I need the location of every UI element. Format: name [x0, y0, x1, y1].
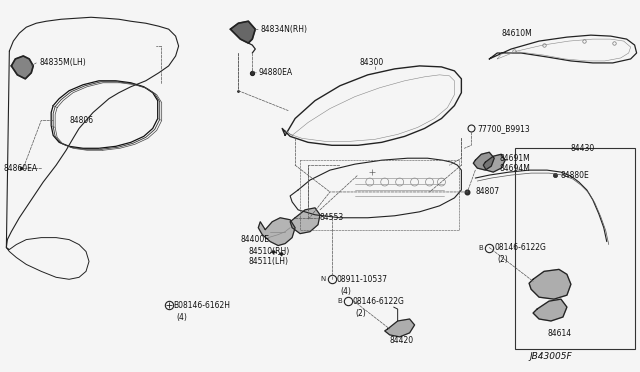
Polygon shape — [12, 56, 33, 79]
Text: B: B — [337, 298, 342, 304]
Text: 84835M(LH): 84835M(LH) — [39, 58, 86, 67]
Polygon shape — [533, 299, 567, 321]
Text: 84614: 84614 — [547, 329, 571, 339]
Polygon shape — [385, 319, 415, 337]
Text: 84807: 84807 — [476, 187, 499, 196]
Text: JB43005F: JB43005F — [529, 352, 572, 361]
Text: 84880E: 84880E — [561, 171, 589, 180]
Text: 84694M: 84694M — [499, 164, 530, 173]
Text: 84834N(RH): 84834N(RH) — [260, 25, 307, 34]
Text: 08146-6122G: 08146-6122G — [353, 296, 404, 306]
Polygon shape — [259, 218, 295, 246]
Text: 77700_B9913: 77700_B9913 — [477, 124, 530, 133]
Polygon shape — [290, 208, 320, 234]
Text: 84430: 84430 — [571, 144, 595, 153]
Bar — [515, 148, 635, 349]
Text: (2): (2) — [497, 255, 508, 264]
Text: 84610M: 84610M — [501, 29, 532, 38]
Text: 84806: 84806 — [69, 116, 93, 125]
Text: B08146-6162H: B08146-6162H — [173, 301, 230, 310]
Polygon shape — [483, 154, 505, 172]
Text: 84400E: 84400E — [241, 235, 269, 244]
Text: 08911-10537: 08911-10537 — [337, 275, 388, 284]
Text: (4): (4) — [340, 287, 351, 296]
Text: (2): (2) — [356, 308, 367, 318]
Text: 84300: 84300 — [360, 58, 384, 67]
Text: (4): (4) — [177, 312, 188, 321]
Text: 84511(LH): 84511(LH) — [248, 257, 288, 266]
Text: 84510(RH): 84510(RH) — [248, 247, 289, 256]
Text: N: N — [321, 276, 326, 282]
Text: 08146-6122G: 08146-6122G — [494, 243, 546, 252]
Polygon shape — [230, 21, 255, 43]
Polygon shape — [529, 269, 571, 299]
Polygon shape — [474, 152, 494, 170]
Text: 94880EA: 94880EA — [259, 68, 292, 77]
Text: 84553: 84553 — [320, 213, 344, 222]
Text: 84691M: 84691M — [499, 154, 530, 163]
Text: B: B — [479, 244, 483, 250]
Text: 84420: 84420 — [390, 336, 414, 345]
Text: 84860EA: 84860EA — [3, 164, 38, 173]
